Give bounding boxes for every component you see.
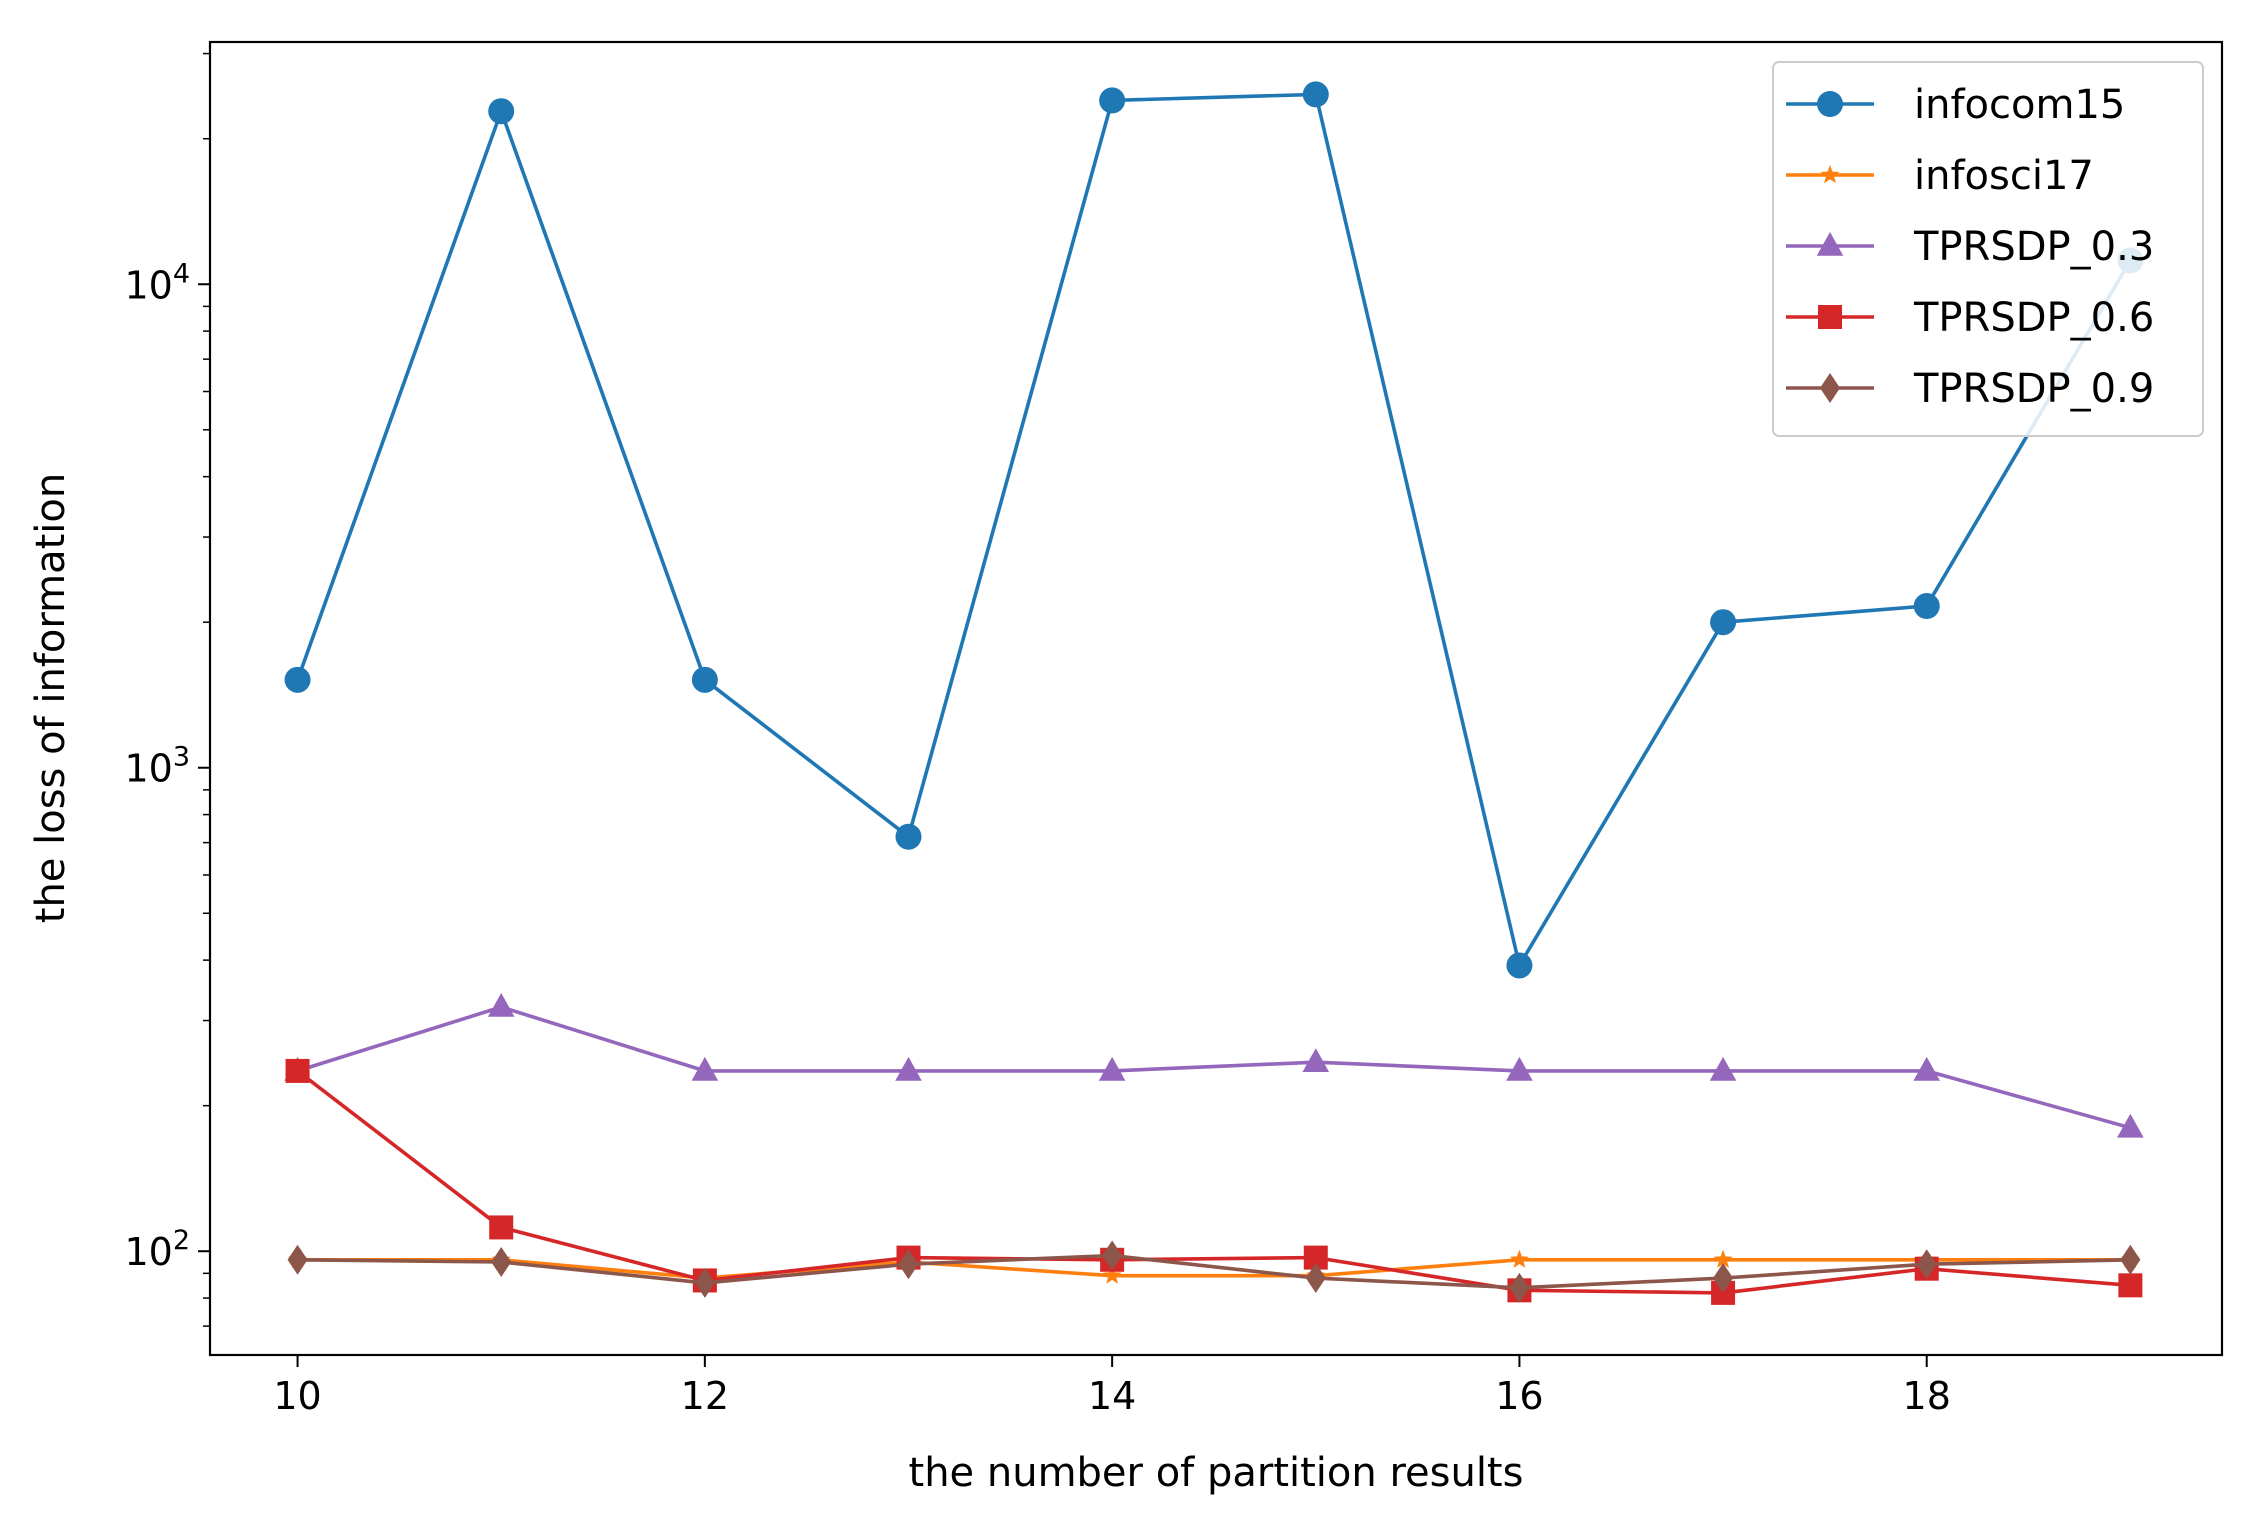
data-point-tprsdp-0-9 bbox=[2120, 1244, 2141, 1275]
x-axis-title: the number of partition results bbox=[909, 1450, 1524, 1496]
legend-item-tprsdp-0-6: TPRSDP_0.6 bbox=[1786, 295, 2154, 341]
data-point-tprsdp-0-9 bbox=[491, 1246, 512, 1277]
data-point-tprsdp-0-9 bbox=[287, 1244, 308, 1275]
legend-frame bbox=[1772, 61, 2204, 437]
series-tprsdp-0-9 bbox=[287, 1240, 2141, 1303]
series-line-tprsdp-0-9 bbox=[297, 1253, 2131, 1290]
legend-item-infocom15: infocom15 bbox=[1786, 82, 2125, 128]
y-tick-label: 102 bbox=[124, 1225, 190, 1274]
data-point-tprsdp-0-9 bbox=[1305, 1263, 1326, 1294]
data-point-infocom15 bbox=[1913, 593, 1940, 620]
legend-label: infosci17 bbox=[1914, 153, 2094, 199]
legend-label: infocom15 bbox=[1914, 82, 2125, 128]
data-point-tprsdp-0-9 bbox=[1713, 1263, 1734, 1294]
series-line-infocom15 bbox=[295, 92, 2132, 968]
legend-label: TPRSDP_0.9 bbox=[1913, 366, 2154, 412]
legend-marker bbox=[1816, 232, 1844, 256]
data-point-tprsdp-0-3 bbox=[1098, 1056, 1126, 1081]
data-point-tprsdp-0-6 bbox=[2118, 1273, 2143, 1298]
data-point-infosci17 bbox=[1102, 1265, 1122, 1284]
data-point-tprsdp-0-3 bbox=[691, 1056, 719, 1081]
data-point-tprsdp-0-9 bbox=[1509, 1272, 1530, 1303]
y-axis-title: the loss of information bbox=[28, 473, 74, 923]
data-point-tprsdp-0-9 bbox=[898, 1249, 919, 1280]
legend-marker bbox=[1820, 373, 1840, 403]
data-point-infocom15 bbox=[1099, 87, 1126, 114]
series-tprsdp-0-3 bbox=[284, 992, 2144, 1138]
data-point-tprsdp-0-3 bbox=[1302, 1048, 1330, 1073]
series-line-tprsdp-0-6 bbox=[296, 1069, 2131, 1295]
legend-item-infosci17: infosci17 bbox=[1786, 153, 2094, 199]
x-tick-label: 14 bbox=[1088, 1374, 1136, 1418]
x-tick-label: 18 bbox=[1903, 1374, 1951, 1418]
data-point-infosci17 bbox=[1713, 1249, 1733, 1268]
data-point-infocom15 bbox=[284, 666, 311, 693]
data-point-infocom15 bbox=[1302, 81, 1329, 108]
x-tick-label: 16 bbox=[1495, 1374, 1543, 1418]
data-point-tprsdp-0-3 bbox=[2117, 1113, 2144, 1138]
data-point-infocom15 bbox=[1506, 952, 1533, 979]
legend-item-tprsdp-0-3: TPRSDP_0.3 bbox=[1786, 224, 2154, 270]
data-point-tprsdp-0-3 bbox=[1913, 1056, 1941, 1081]
legend: infocom15 infosci17 TPRSDP_0.3 TPRSDP_0.6 TP… bbox=[1772, 61, 2204, 437]
data-point-tprsdp-0-9 bbox=[1916, 1249, 1937, 1280]
data-point-tprsdp-0-9 bbox=[694, 1267, 715, 1298]
legend-item-tprsdp-0-9: TPRSDP_0.9 bbox=[1786, 366, 2154, 412]
y-tick-label: 103 bbox=[124, 742, 190, 791]
data-point-tprsdp-0-3 bbox=[1506, 1056, 1533, 1081]
data-point-tprsdp-0-3 bbox=[487, 992, 515, 1017]
series-line-tprsdp-0-3 bbox=[297, 1005, 2131, 1130]
data-point-tprsdp-0-3 bbox=[1709, 1056, 1737, 1081]
data-point-tprsdp-0-3 bbox=[895, 1056, 922, 1081]
x-tick-label: 10 bbox=[273, 1374, 321, 1418]
y-tick-label: 104 bbox=[124, 258, 190, 307]
x-tick-label: 12 bbox=[681, 1374, 729, 1418]
data-point-tprsdp-0-6 bbox=[489, 1215, 514, 1240]
legend-marker bbox=[1818, 305, 1842, 329]
legend-label: TPRSDP_0.6 bbox=[1913, 295, 2154, 341]
legend-marker bbox=[1817, 91, 1843, 117]
series-layer bbox=[284, 81, 2144, 1305]
legend-marker bbox=[1820, 165, 1840, 184]
series-line-infosci17 bbox=[297, 1258, 2131, 1280]
data-point-infosci17 bbox=[1509, 1249, 1529, 1268]
legend-label: TPRSDP_0.3 bbox=[1913, 224, 2154, 270]
data-point-infocom15 bbox=[895, 823, 922, 850]
data-point-infocom15 bbox=[1710, 609, 1737, 636]
x-ticks: 10 12 14 16 18 bbox=[273, 1355, 1951, 1418]
data-point-tprsdp-0-6 bbox=[285, 1058, 310, 1083]
data-point-infocom15 bbox=[488, 98, 515, 125]
y-ticks: 102 103 104 bbox=[124, 52, 210, 1327]
data-point-tprsdp-0-9 bbox=[1102, 1240, 1123, 1271]
data-point-infocom15 bbox=[691, 666, 718, 693]
